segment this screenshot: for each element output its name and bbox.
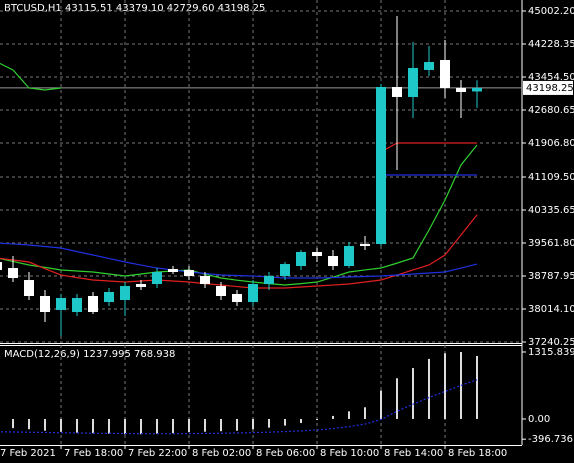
macd-bar (124, 418, 126, 435)
y-tick-label: 0.00 (528, 414, 550, 425)
y-tick-label: 40335.65 (528, 205, 574, 216)
candle-body (328, 256, 338, 267)
x-tick-label: 8 Feb 14:00 (384, 448, 443, 459)
candle-body (264, 276, 274, 285)
macd-bar (156, 418, 158, 434)
x-tick-label: 8 Feb 10:00 (320, 448, 379, 459)
x-tick-label: 7 Feb 2021 (0, 448, 56, 459)
candle-body (360, 244, 370, 247)
candle-body (312, 251, 322, 257)
indicator-line (0, 242, 478, 279)
y-tick-label: 41109.50 (528, 172, 574, 183)
candle-body (440, 60, 450, 88)
candle-body (104, 291, 114, 303)
candle-body (392, 86, 402, 97)
macd-bar (332, 415, 334, 419)
y-tick-label: 41906.80 (528, 138, 574, 149)
candle-body (472, 87, 482, 92)
candle-body (24, 280, 34, 297)
y-tick-label: 1315.839 (528, 347, 574, 358)
x-tick-label: 7 Feb 18:00 (64, 448, 123, 459)
macd-bar (412, 368, 414, 419)
candle-body (200, 276, 210, 285)
macd-bar (252, 418, 254, 430)
y-tick-label: 42680.65 (528, 105, 574, 116)
macd-bar (476, 355, 478, 419)
candle-body (344, 246, 354, 267)
indicator-line (0, 144, 478, 286)
x-tick-label: 8 Feb 02:00 (192, 448, 251, 459)
candle-body (40, 296, 50, 312)
y-tick-label: 38014.10 (528, 304, 574, 315)
candle-body (456, 87, 466, 92)
price-label-box (523, 80, 573, 95)
macd-signal (0, 379, 478, 435)
candle-body (232, 294, 242, 303)
candle-body (280, 264, 290, 277)
candle-body (0, 262, 2, 270)
macd-bar (108, 418, 110, 434)
candle-body (408, 68, 418, 97)
macd-title: MACD(12,26,9) 1237.995 768.938 (4, 349, 175, 360)
candle-body (72, 298, 82, 312)
macd-bar (444, 353, 446, 419)
candle-body (424, 62, 434, 70)
y-tick-label: 37240.25 (528, 337, 574, 348)
macd-bar (12, 418, 14, 429)
y-tick-label: 45002.20 (528, 6, 574, 17)
indicator-line (0, 62, 62, 91)
candle-body (88, 296, 98, 312)
y-tick-label: -396.736 (528, 434, 573, 445)
y-tick-label: 44228.35 (528, 39, 574, 50)
macd-bar (28, 418, 30, 430)
macd-bar (60, 418, 62, 432)
price-label: 43198.25 (526, 83, 574, 94)
macd-bar (188, 418, 190, 433)
macd-bar (300, 418, 302, 424)
macd-bar (348, 411, 350, 419)
macd-bar (380, 390, 382, 419)
macd-bar (396, 378, 398, 419)
candle-body (376, 86, 386, 245)
candle-body (120, 286, 130, 301)
candle-body (296, 251, 306, 267)
y-tick-label: 38787.95 (528, 271, 574, 282)
macd-bar (284, 418, 286, 426)
macd-bar (172, 418, 174, 434)
macd-bar (140, 418, 142, 435)
x-tick-label: 8 Feb 06:00 (256, 448, 315, 459)
candle-body (8, 268, 18, 279)
x-tick-label: 7 Feb 22:00 (128, 448, 187, 459)
macd-bar (316, 418, 318, 420)
macd-bar (44, 418, 46, 431)
macd-bar (236, 418, 238, 431)
chart-title: BTCUSD,H1 43115.51 43379.10 42729.60 431… (4, 3, 265, 14)
macd-bar (92, 418, 94, 434)
candle-body (216, 286, 226, 297)
macd-bar (220, 418, 222, 432)
candle-body (152, 271, 162, 285)
candle-body (136, 284, 146, 288)
macd-bar (364, 407, 366, 419)
y-tick-label: 39561.80 (528, 238, 574, 249)
macd-bar (268, 418, 270, 428)
candle-body (248, 284, 258, 303)
x-tick-label: 8 Feb 18:00 (448, 448, 507, 459)
y-tick-label: 43454.50 (528, 72, 574, 83)
macd-bar (428, 358, 430, 419)
candle-body (56, 298, 66, 310)
candle-body (184, 269, 194, 277)
candle-body (168, 269, 178, 272)
macd-bar (204, 418, 206, 432)
macd-bar (76, 418, 78, 433)
